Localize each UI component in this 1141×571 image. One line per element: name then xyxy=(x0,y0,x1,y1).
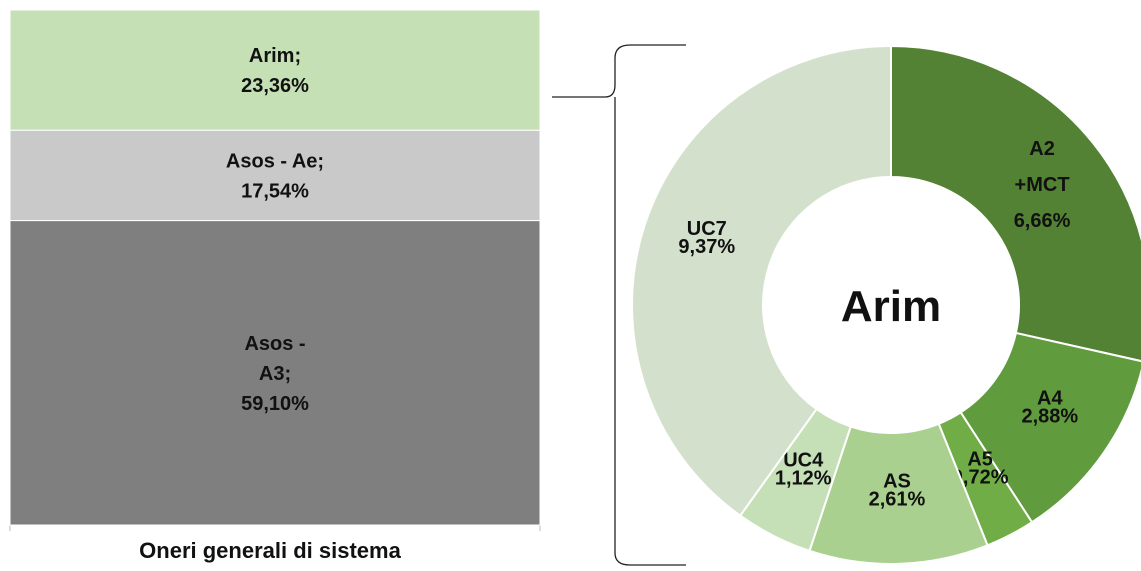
slice-label: UC7 xyxy=(687,218,727,240)
data-label: Asos -A3; 59,10% xyxy=(241,333,309,415)
bar-segment xyxy=(9,9,541,131)
chart-title: Oneri generali di sistema xyxy=(139,538,401,563)
slice-label: A2 +MCT xyxy=(1015,138,1070,196)
slice-label: A5 xyxy=(967,449,993,471)
data-label: 0,72% xyxy=(952,467,1009,489)
slice-label: AS xyxy=(883,470,911,492)
bar-segment xyxy=(9,220,541,526)
donut-slice xyxy=(890,44,1141,363)
data-label: Asos - Ae; 17,54% xyxy=(226,150,324,202)
data-label: 2,88% xyxy=(1021,406,1078,428)
data-label: Arim; 23,36% xyxy=(241,45,309,97)
center-label: Arim xyxy=(841,282,941,331)
bracket xyxy=(552,44,686,566)
data-label: 2,61% xyxy=(869,488,926,510)
slice-label: A4 xyxy=(1037,388,1063,410)
data-label: 1,12% xyxy=(775,467,832,489)
data-label: 6,66% xyxy=(1014,210,1071,232)
bar-segment xyxy=(9,129,541,222)
slice-label: UC4 xyxy=(783,449,824,471)
donut-slice xyxy=(631,44,892,517)
data-label: 9,37% xyxy=(678,236,735,258)
